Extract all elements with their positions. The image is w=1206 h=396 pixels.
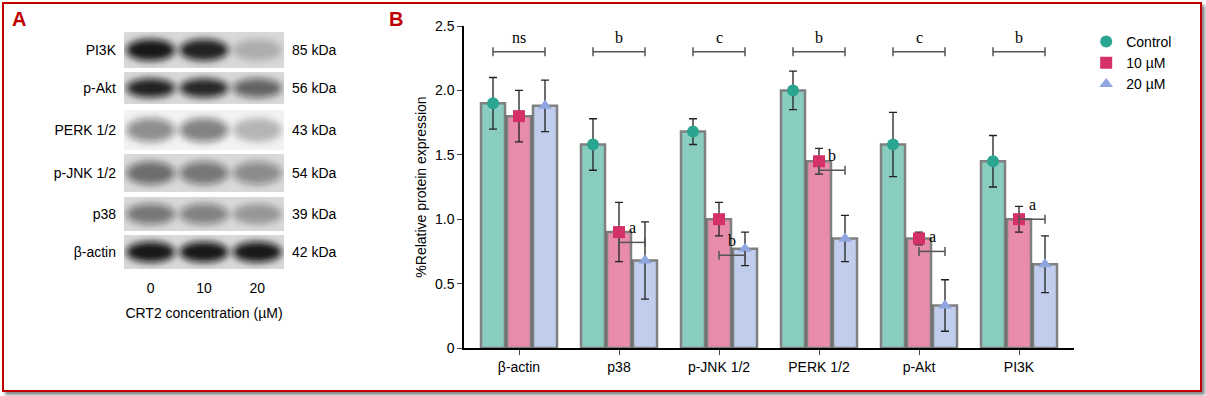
svg-text:PERK 1/2: PERK 1/2: [55, 122, 117, 138]
svg-text:20 µM: 20 µM: [1126, 76, 1165, 92]
svg-text:10 µM: 10 µM: [1126, 55, 1165, 71]
svg-text:39 kDa: 39 kDa: [292, 206, 337, 222]
svg-text:0: 0: [447, 340, 455, 356]
svg-text:a: a: [1029, 196, 1036, 213]
svg-text:a: a: [929, 228, 936, 245]
svg-text:42 kDa: 42 kDa: [292, 244, 337, 260]
svg-text:PERK 1/2: PERK 1/2: [788, 359, 850, 375]
svg-text:c: c: [916, 29, 923, 46]
svg-text:PI3K: PI3K: [86, 42, 117, 58]
svg-text:Control: Control: [1126, 34, 1171, 50]
svg-text:ns: ns: [512, 29, 526, 46]
svg-text:b: b: [1015, 29, 1023, 46]
svg-text:1.5: 1.5: [435, 147, 455, 163]
svg-text:p-Akt: p-Akt: [903, 359, 936, 375]
svg-text:p-Akt: p-Akt: [83, 80, 116, 96]
svg-text:p-JNK 1/2: p-JNK 1/2: [54, 165, 116, 181]
svg-text:p-JNK 1/2: p-JNK 1/2: [688, 359, 750, 375]
svg-text:0.5: 0.5: [435, 276, 455, 292]
svg-text:20: 20: [250, 280, 266, 296]
svg-text:PI3K: PI3K: [1004, 359, 1035, 375]
html-text:A: A: [12, 8, 27, 30]
svg-text:CRT2 concentration (µM): CRT2 concentration (µM): [125, 305, 282, 321]
svg-text:%Relative protein expression: %Relative protein expression: [413, 96, 429, 277]
svg-text:2.0: 2.0: [435, 82, 455, 98]
svg-text:c: c: [716, 29, 723, 46]
svg-text:85 kDa: 85 kDa: [292, 42, 337, 58]
html-text:B: B: [389, 8, 404, 30]
svg-text:b: b: [728, 232, 736, 249]
svg-text:56 kDa: 56 kDa: [292, 80, 337, 96]
svg-text:1.0: 1.0: [435, 211, 455, 227]
svg-text:43 kDa: 43 kDa: [292, 122, 337, 138]
svg-text:a: a: [629, 219, 636, 236]
svg-text:p38: p38: [93, 206, 117, 222]
svg-text:54 kDa: 54 kDa: [292, 165, 337, 181]
svg-text:2.5: 2.5: [435, 18, 455, 34]
svg-text:10: 10: [196, 280, 212, 296]
svg-text:β-actin: β-actin: [498, 359, 540, 375]
svg-text:b: b: [828, 147, 836, 164]
svg-text:p38: p38: [607, 359, 631, 375]
svg-text:b: b: [815, 29, 823, 46]
svg-text:0: 0: [147, 280, 155, 296]
svg-text:β-actin: β-actin: [74, 244, 116, 260]
svg-text:b: b: [615, 29, 623, 46]
